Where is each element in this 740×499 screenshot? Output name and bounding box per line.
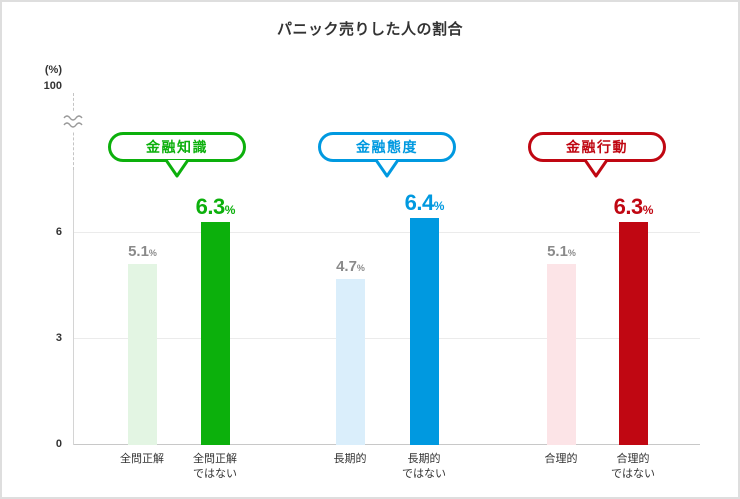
- axis-break-icon: [62, 112, 84, 132]
- gridline-3: [74, 338, 700, 339]
- bar-value-label: 6.3%: [613, 194, 654, 219]
- bar-value-label: 6.3%: [195, 194, 236, 219]
- y-axis-top-tick-label: 100: [43, 80, 62, 92]
- bar: [619, 222, 648, 445]
- group-bubble-label: 金融態度: [356, 139, 418, 155]
- bar-category-label: 全問正解 ではない: [193, 453, 237, 480]
- bar-column-chokiteki: 4.7%: [336, 175, 365, 445]
- bar-category-label: 長期的 ではない: [402, 453, 446, 480]
- y-axis-line: [73, 170, 74, 445]
- bar-category-label: 全問正解: [120, 453, 164, 465]
- y-tick-label-0: 0: [55, 438, 62, 450]
- bar-column-goriteki: 5.1%: [547, 175, 576, 445]
- bar-column-zenmon-seikai-dewanai: 6.3%: [196, 175, 235, 445]
- bubble-pointer-icon: [374, 159, 400, 178]
- y-tick-label-3: 3: [55, 332, 62, 344]
- group-bubble-label: 金融行動: [566, 139, 628, 155]
- bar-column-goriteki-dewanai: 6.3%: [614, 175, 653, 445]
- group-bubble-financial-knowledge: 金融知識: [108, 132, 246, 162]
- bubble-pointer-icon: [583, 159, 609, 178]
- bar: [336, 279, 365, 445]
- bar-value-label: 6.4%: [404, 190, 445, 215]
- bar: [128, 264, 157, 445]
- bar-value-label: 4.7%: [336, 258, 365, 275]
- bar-value-label: 5.1%: [547, 243, 576, 260]
- bar-value-label: 5.1%: [128, 243, 157, 260]
- bar-category-label: 合理的: [544, 453, 578, 465]
- bar-column-zenmon-seikai: 5.1%: [128, 175, 157, 445]
- bar-category-label: 長期的: [333, 453, 367, 465]
- group-bubble-financial-behavior: 金融行動: [528, 132, 666, 162]
- group-bubble-label: 金融知識: [146, 139, 208, 155]
- bar-column-chokiteki-dewanai: 6.4%: [405, 175, 444, 445]
- bar-category-label: 合理的 ではない: [611, 453, 655, 480]
- group-bubble-financial-attitude: 金融態度: [318, 132, 456, 162]
- bubble-pointer-icon: [164, 159, 190, 178]
- y-axis-unit-label: (%): [44, 64, 62, 76]
- y-tick-label-6: 6: [55, 226, 62, 238]
- bar: [547, 264, 576, 445]
- chart-title: パニック売りした人の割合: [276, 21, 463, 38]
- bar: [410, 218, 439, 445]
- gridline-6: [74, 232, 700, 233]
- x-axis-line: [74, 444, 700, 445]
- bar: [201, 222, 230, 445]
